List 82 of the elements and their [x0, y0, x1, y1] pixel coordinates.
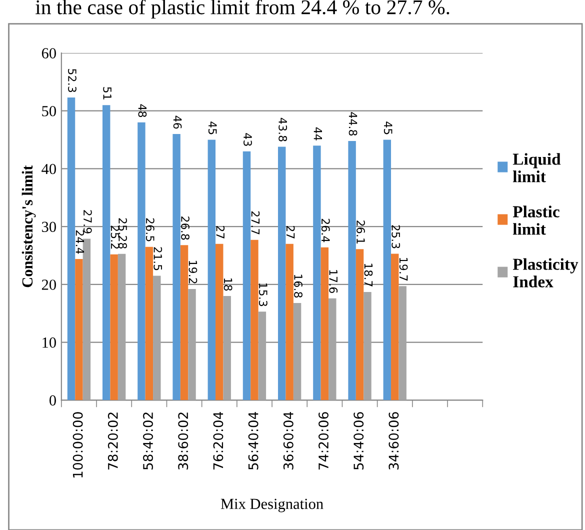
data-label: 25.3 — [392, 225, 400, 248]
data-label: 16.8 — [294, 274, 302, 298]
bar — [223, 296, 231, 400]
x-tick-label: 36:60:04 — [283, 412, 294, 470]
bar — [82, 238, 91, 400]
legend-label: Plastic limit — [512, 206, 560, 235]
y-tick-label: 50 — [42, 106, 56, 116]
bar — [110, 254, 118, 400]
x-tick-label: 76:20:04 — [213, 412, 224, 470]
bar — [118, 254, 126, 400]
bar — [172, 134, 180, 400]
data-label: 24.4 — [76, 230, 84, 254]
data-label: 43.8 — [278, 118, 288, 142]
x-tick-label: 34:60:06 — [388, 412, 399, 470]
y-tick-label: 20 — [42, 280, 56, 290]
y-tick-label: 60 — [42, 48, 56, 58]
data-label: 27 — [216, 226, 225, 238]
data-label: 19.2 — [188, 260, 198, 284]
bar — [153, 276, 161, 400]
data-label: 15.3 — [258, 283, 268, 306]
bar — [286, 244, 294, 400]
data-label: 26.1 — [356, 220, 365, 244]
data-label: 48 — [138, 104, 147, 118]
bar — [278, 146, 286, 400]
y-tick-label: 30 — [42, 222, 56, 232]
x-tick-label: 100:00:00 — [72, 412, 83, 478]
x-tick-label: 78:20:02 — [108, 412, 118, 470]
bar — [102, 105, 110, 400]
data-label: 52.3 — [68, 69, 76, 92]
y-axis-title: Consistency's limit — [22, 165, 36, 288]
bar — [250, 240, 258, 400]
data-label: 26.4 — [321, 218, 330, 242]
data-label: 43 — [244, 133, 252, 146]
bar — [398, 286, 406, 400]
data-label: 27.7 — [251, 211, 260, 234]
data-label: 26.8 — [181, 216, 190, 240]
data-label: 25.2 — [110, 226, 120, 249]
data-label: 51 — [103, 87, 112, 100]
data-label: 18 — [224, 278, 232, 291]
bar — [258, 312, 266, 400]
x-tick-label: 58:40:02 — [143, 412, 154, 470]
x-tick-label: 54:40:06 — [354, 412, 364, 470]
bar — [356, 249, 364, 400]
data-label: 19.7 — [399, 258, 408, 281]
bar — [328, 298, 336, 400]
data-label: 27.9 — [83, 210, 92, 234]
bar — [180, 245, 188, 400]
bar — [208, 140, 216, 400]
y-tick-label: 40 — [42, 164, 56, 174]
bar — [391, 254, 399, 400]
bar — [75, 258, 83, 400]
bar — [320, 247, 329, 400]
data-label: 45 — [208, 122, 217, 134]
bar — [67, 98, 76, 400]
bar — [216, 244, 224, 400]
x-tick-label: 74:20:06 — [318, 412, 329, 470]
legend-label: Plasticity Index — [512, 258, 578, 288]
data-label: 17.6 — [329, 270, 338, 293]
bar — [383, 140, 392, 400]
bar — [364, 292, 372, 400]
bar — [242, 151, 251, 400]
bar — [188, 289, 196, 400]
data-label: 21.5 — [154, 247, 162, 270]
data-label: 44 — [314, 127, 322, 140]
data-label: 46 — [173, 116, 182, 129]
bar — [293, 302, 302, 400]
data-label: 25.28 — [118, 218, 127, 248]
data-label: 26.5 — [146, 218, 154, 242]
y-tick-label: 0 — [50, 395, 56, 406]
data-label: 27 — [286, 226, 295, 238]
x-tick-label: 56:40:04 — [248, 412, 258, 470]
data-label: 18.7 — [364, 264, 373, 286]
bar — [313, 146, 321, 400]
y-tick-label: 10 — [42, 337, 56, 348]
bar — [348, 140, 356, 400]
data-label: 45 — [384, 122, 392, 134]
data-label: 44.8 — [348, 112, 358, 136]
legend-label: Liquid limit — [512, 153, 561, 182]
x-tick-label: 38:60:02 — [178, 412, 188, 470]
bar — [145, 246, 154, 400]
bar — [138, 122, 146, 400]
x-axis-title: Mix Designation — [220, 498, 324, 512]
